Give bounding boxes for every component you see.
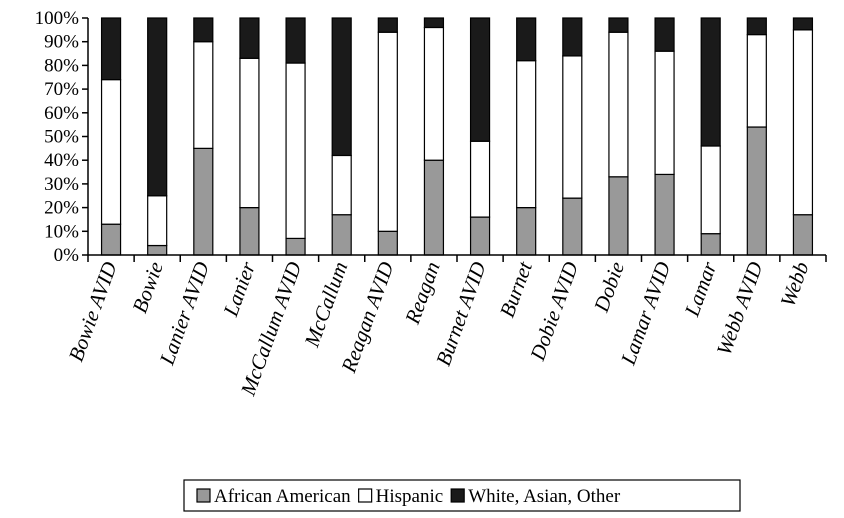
bar-mccallum-hispanic	[331, 154, 352, 216]
bar-mccallum-avid-hispanic	[285, 62, 306, 240]
y-tick-label: 90%	[44, 32, 79, 53]
bars-layer	[100, 17, 814, 256]
bar-reagan-avid-hispanic	[377, 31, 398, 232]
bar-bowie-white-asian-other	[147, 17, 168, 197]
bar-mccallum-avid-african-american	[285, 237, 306, 256]
bar-reagan-avid-african-american	[377, 230, 398, 256]
bar-webb-white-asian-other	[792, 17, 814, 31]
bar-lamar-avid-african-american	[654, 173, 675, 256]
bar-mccallum-white-asian-other	[331, 17, 352, 157]
bar-dobie-white-asian-other	[608, 17, 629, 33]
bar-mccallum-african-american	[331, 214, 352, 256]
bar-lamar-avid-hispanic	[654, 50, 675, 176]
bar-lanier-avid-african-american	[193, 147, 214, 256]
y-tick-label: 10%	[44, 221, 79, 242]
bar-bowie-avid-white-asian-other	[100, 17, 122, 81]
bar-dobie-avid-white-asian-other	[562, 17, 583, 57]
bar-burnet-hispanic	[516, 60, 537, 209]
bar-burnet-african-american	[516, 207, 537, 256]
bar-burnet-avid-african-american	[469, 216, 491, 256]
bar-lanier-african-american	[239, 207, 260, 256]
legend-label-hispanic: Hispanic	[376, 486, 444, 507]
legend-label-white-asian-other: White, Asian, Other	[468, 486, 621, 507]
bar-reagan-avid-white-asian-other	[377, 17, 398, 33]
x-category-label-mccallum: McCallum	[299, 259, 352, 351]
bar-webb-avid-white-asian-other	[746, 17, 767, 36]
x-category-label-webb: Webb	[775, 259, 813, 310]
bar-webb-african-american	[792, 214, 814, 256]
x-category-label-reagan: Reagan	[400, 259, 445, 328]
y-tick-label: 20%	[44, 198, 79, 219]
bar-burnet-avid-hispanic	[469, 140, 491, 218]
bar-lamar-hispanic	[700, 145, 721, 235]
y-tick-label: 70%	[44, 79, 79, 100]
bar-mccallum-avid-white-asian-other	[285, 17, 306, 64]
bar-dobie-avid-hispanic	[562, 55, 583, 199]
x-category-label-dobie: Dobie	[589, 259, 629, 316]
y-tick-label: 60%	[44, 103, 79, 124]
bar-lanier-avid-hispanic	[193, 41, 214, 149]
y-tick-label: 100%	[35, 8, 80, 29]
bar-webb-avid-hispanic	[746, 33, 767, 128]
bar-lamar-white-asian-other	[700, 17, 721, 147]
legend-swatch-hispanic	[358, 488, 373, 503]
x-category-label-webb-avid: Webb AVID	[712, 259, 768, 359]
bar-lamar-avid-white-asian-other	[654, 17, 675, 52]
bar-lanier-avid-white-asian-other	[193, 17, 214, 43]
bar-bowie-hispanic	[147, 195, 168, 247]
bar-bowie-african-american	[147, 244, 168, 256]
y-tick-label: 80%	[44, 55, 79, 76]
y-tick-label: 40%	[44, 150, 79, 171]
bar-dobie-avid-african-american	[562, 197, 583, 256]
bar-webb-hispanic	[792, 29, 814, 216]
bar-reagan-hispanic	[423, 26, 445, 161]
bar-burnet-avid-white-asian-other	[469, 17, 491, 142]
bar-reagan-african-american	[423, 159, 445, 256]
legend: African American Hispanic White, Asian, Ot…	[183, 479, 741, 512]
bar-bowie-avid-hispanic	[100, 79, 122, 225]
bar-lanier-white-asian-other	[239, 17, 260, 59]
y-tick-labels: 0% 10%20% 30% 40%50% 60% 70% 80%90% 100%	[35, 8, 80, 266]
legend-swatch-white-asian-other	[450, 488, 465, 503]
bar-dobie-african-american	[608, 176, 629, 256]
x-category-label-lamar: Lamar	[679, 258, 721, 321]
x-category-label-bowie-avid: Bowie AVID	[64, 259, 122, 365]
bar-burnet-white-asian-other	[516, 17, 537, 62]
y-tick-label: 50%	[44, 127, 79, 148]
bar-bowie-avid-african-american	[100, 223, 122, 256]
y-tick-label: 30%	[44, 174, 79, 195]
legend-label-african-american: African American	[214, 486, 351, 507]
bar-dobie-hispanic	[608, 31, 629, 178]
bar-webb-avid-african-american	[746, 126, 767, 256]
bar-lanier-hispanic	[239, 57, 260, 209]
x-category-label-bowie: Bowie	[127, 259, 168, 317]
bar-lamar-african-american	[700, 233, 721, 256]
x-category-label-burnet: Burnet	[495, 257, 537, 320]
y-tick-label: 0%	[54, 245, 80, 266]
legend-swatch-african-american	[196, 488, 211, 503]
axes-layer	[82, 17, 827, 262]
x-category-label-lanier: Lanier	[218, 258, 260, 321]
bar-reagan-white-asian-other	[423, 17, 445, 29]
